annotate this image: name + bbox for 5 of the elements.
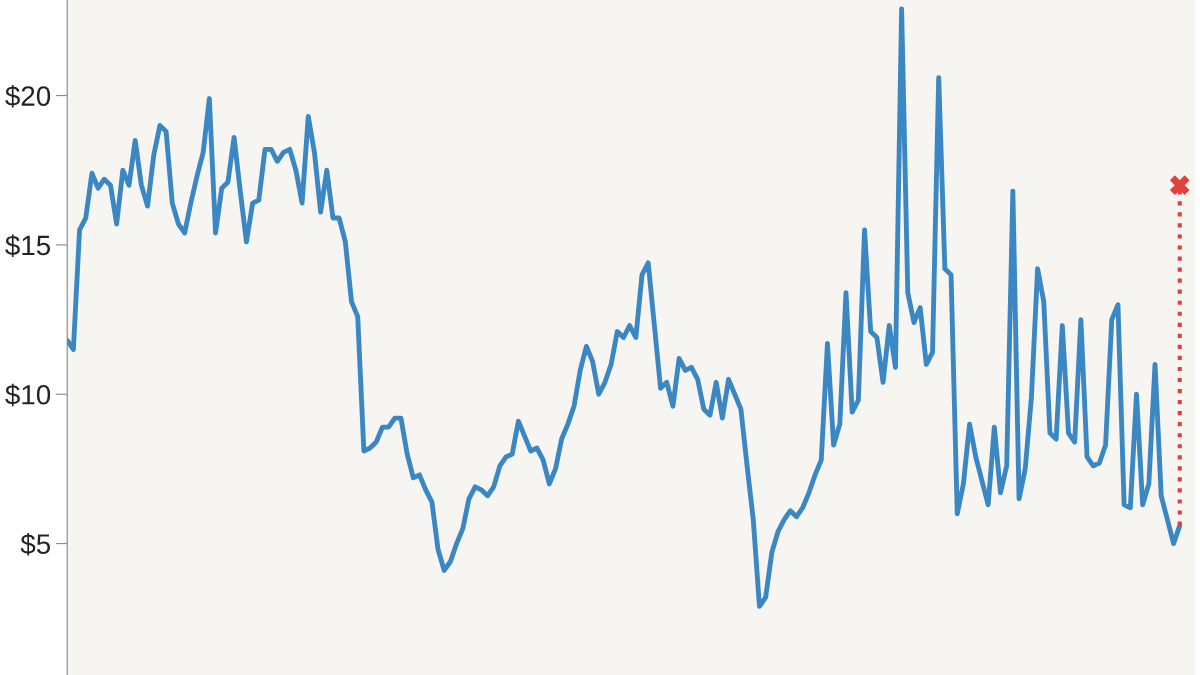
- y-tick-label: $20: [5, 85, 51, 108]
- line-series: [67, 6, 1183, 609]
- y-tick-label: $10: [5, 383, 51, 407]
- y-tick-label: $5: [20, 533, 51, 556]
- y-tick-label: $15: [5, 234, 51, 257]
